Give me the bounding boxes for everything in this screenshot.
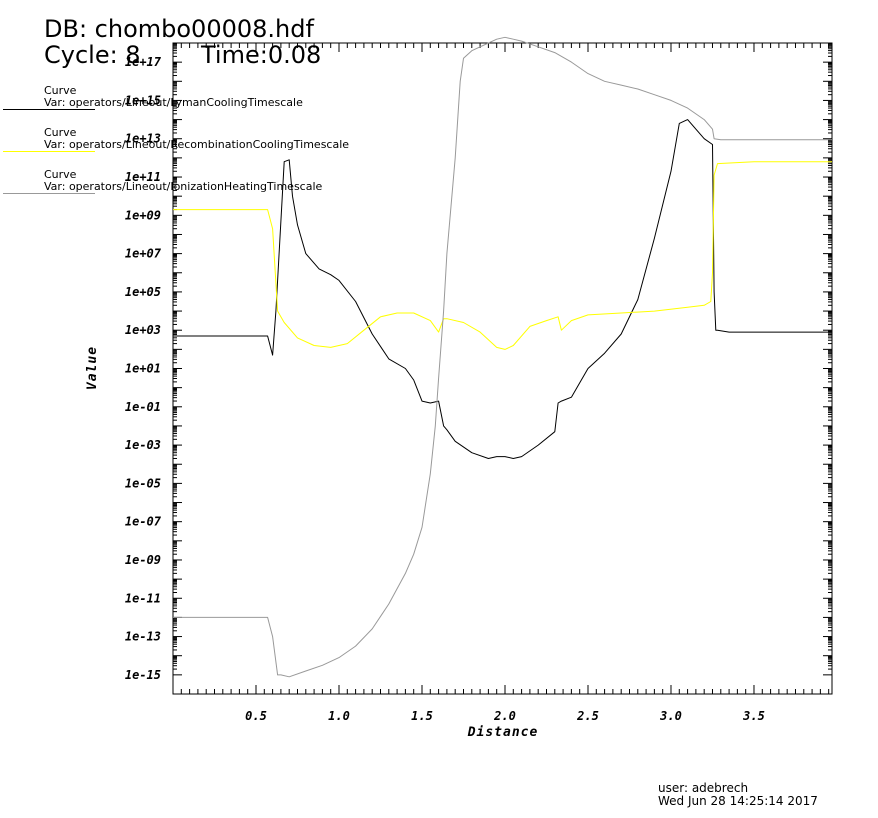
- y-tick-label: 1e-01: [125, 400, 161, 414]
- y-tick-label: 1e-09: [125, 553, 161, 567]
- plot-frame: [172, 42, 833, 695]
- x-tick-label: 1.5: [411, 709, 433, 723]
- legend-var-recombination: Var: operators/Lineout/RecombinationCool…: [44, 138, 350, 151]
- user-label: user: adebrech: [658, 781, 749, 795]
- x-tick-label: 3.0: [659, 709, 682, 723]
- y-tick-label: 1e-07: [125, 515, 162, 529]
- time-label: Time:0.08: [201, 41, 322, 69]
- legend-var-ionization: Var: operators/Lineout/IonizationHeating…: [44, 180, 323, 193]
- x-tick-label: 2.0: [493, 709, 516, 723]
- y-tick-label: 1e+13: [125, 132, 161, 146]
- y-tick-label: 1e+01: [125, 362, 161, 376]
- y-tick-label: 1e+09: [125, 208, 161, 222]
- db-title: DB: chombo00008.hdf: [44, 15, 314, 43]
- y-tick-label: 1e+17: [125, 55, 162, 69]
- legend-title-ionization: Curve: [44, 168, 77, 181]
- x-axis-label: Distance: [467, 725, 539, 740]
- legend-line-recombination: [3, 151, 95, 152]
- cycle-label: Cycle: 8: [44, 41, 141, 69]
- date-label: Wed Jun 28 14:25:14 2017: [658, 794, 818, 808]
- y-tick-label: 1e+03: [125, 323, 161, 337]
- y-tick-label: 1e-11: [125, 591, 161, 605]
- y-tick-label: 1e+11: [125, 170, 161, 184]
- legend-line-ionization: [3, 193, 95, 194]
- plot-area: [172, 42, 833, 695]
- x-tick-label: 0.5: [245, 709, 267, 723]
- y-tick-label: 1e-15: [125, 668, 161, 682]
- y-tick-label: 1e-13: [125, 630, 161, 644]
- y-axis-label: Value: [85, 346, 100, 390]
- ionization-curve: [173, 36, 832, 678]
- series-layer: [173, 36, 832, 678]
- x-tick-label: 3.5: [742, 709, 765, 723]
- x-axis: 0.5 1.0 1.5 2.0 2.5 3.0 3.5: [180, 43, 830, 723]
- lyman-curve: [173, 119, 832, 459]
- y-tick-label: 1e-03: [125, 438, 161, 452]
- x-tick-label: 2.5: [576, 709, 599, 723]
- legend-line-lyman: [3, 109, 95, 110]
- legend-title-recombination: Curve: [44, 126, 77, 139]
- legend-title-lyman: Curve: [44, 84, 77, 97]
- x-tick-label: 1.0: [328, 709, 350, 723]
- y-axis: 1e-15 1e-13 1e-11 1e-09 1e-07 1e-05 1e-03 1e-01…: [125, 43, 832, 682]
- y-tick-label: 1e-05: [125, 476, 161, 490]
- y-tick-label: 1e+05: [125, 285, 161, 299]
- y-tick-label: 1e+15: [125, 93, 161, 107]
- y-tick-label: 1e+07: [125, 247, 162, 261]
- recombination-curve: [173, 161, 832, 350]
